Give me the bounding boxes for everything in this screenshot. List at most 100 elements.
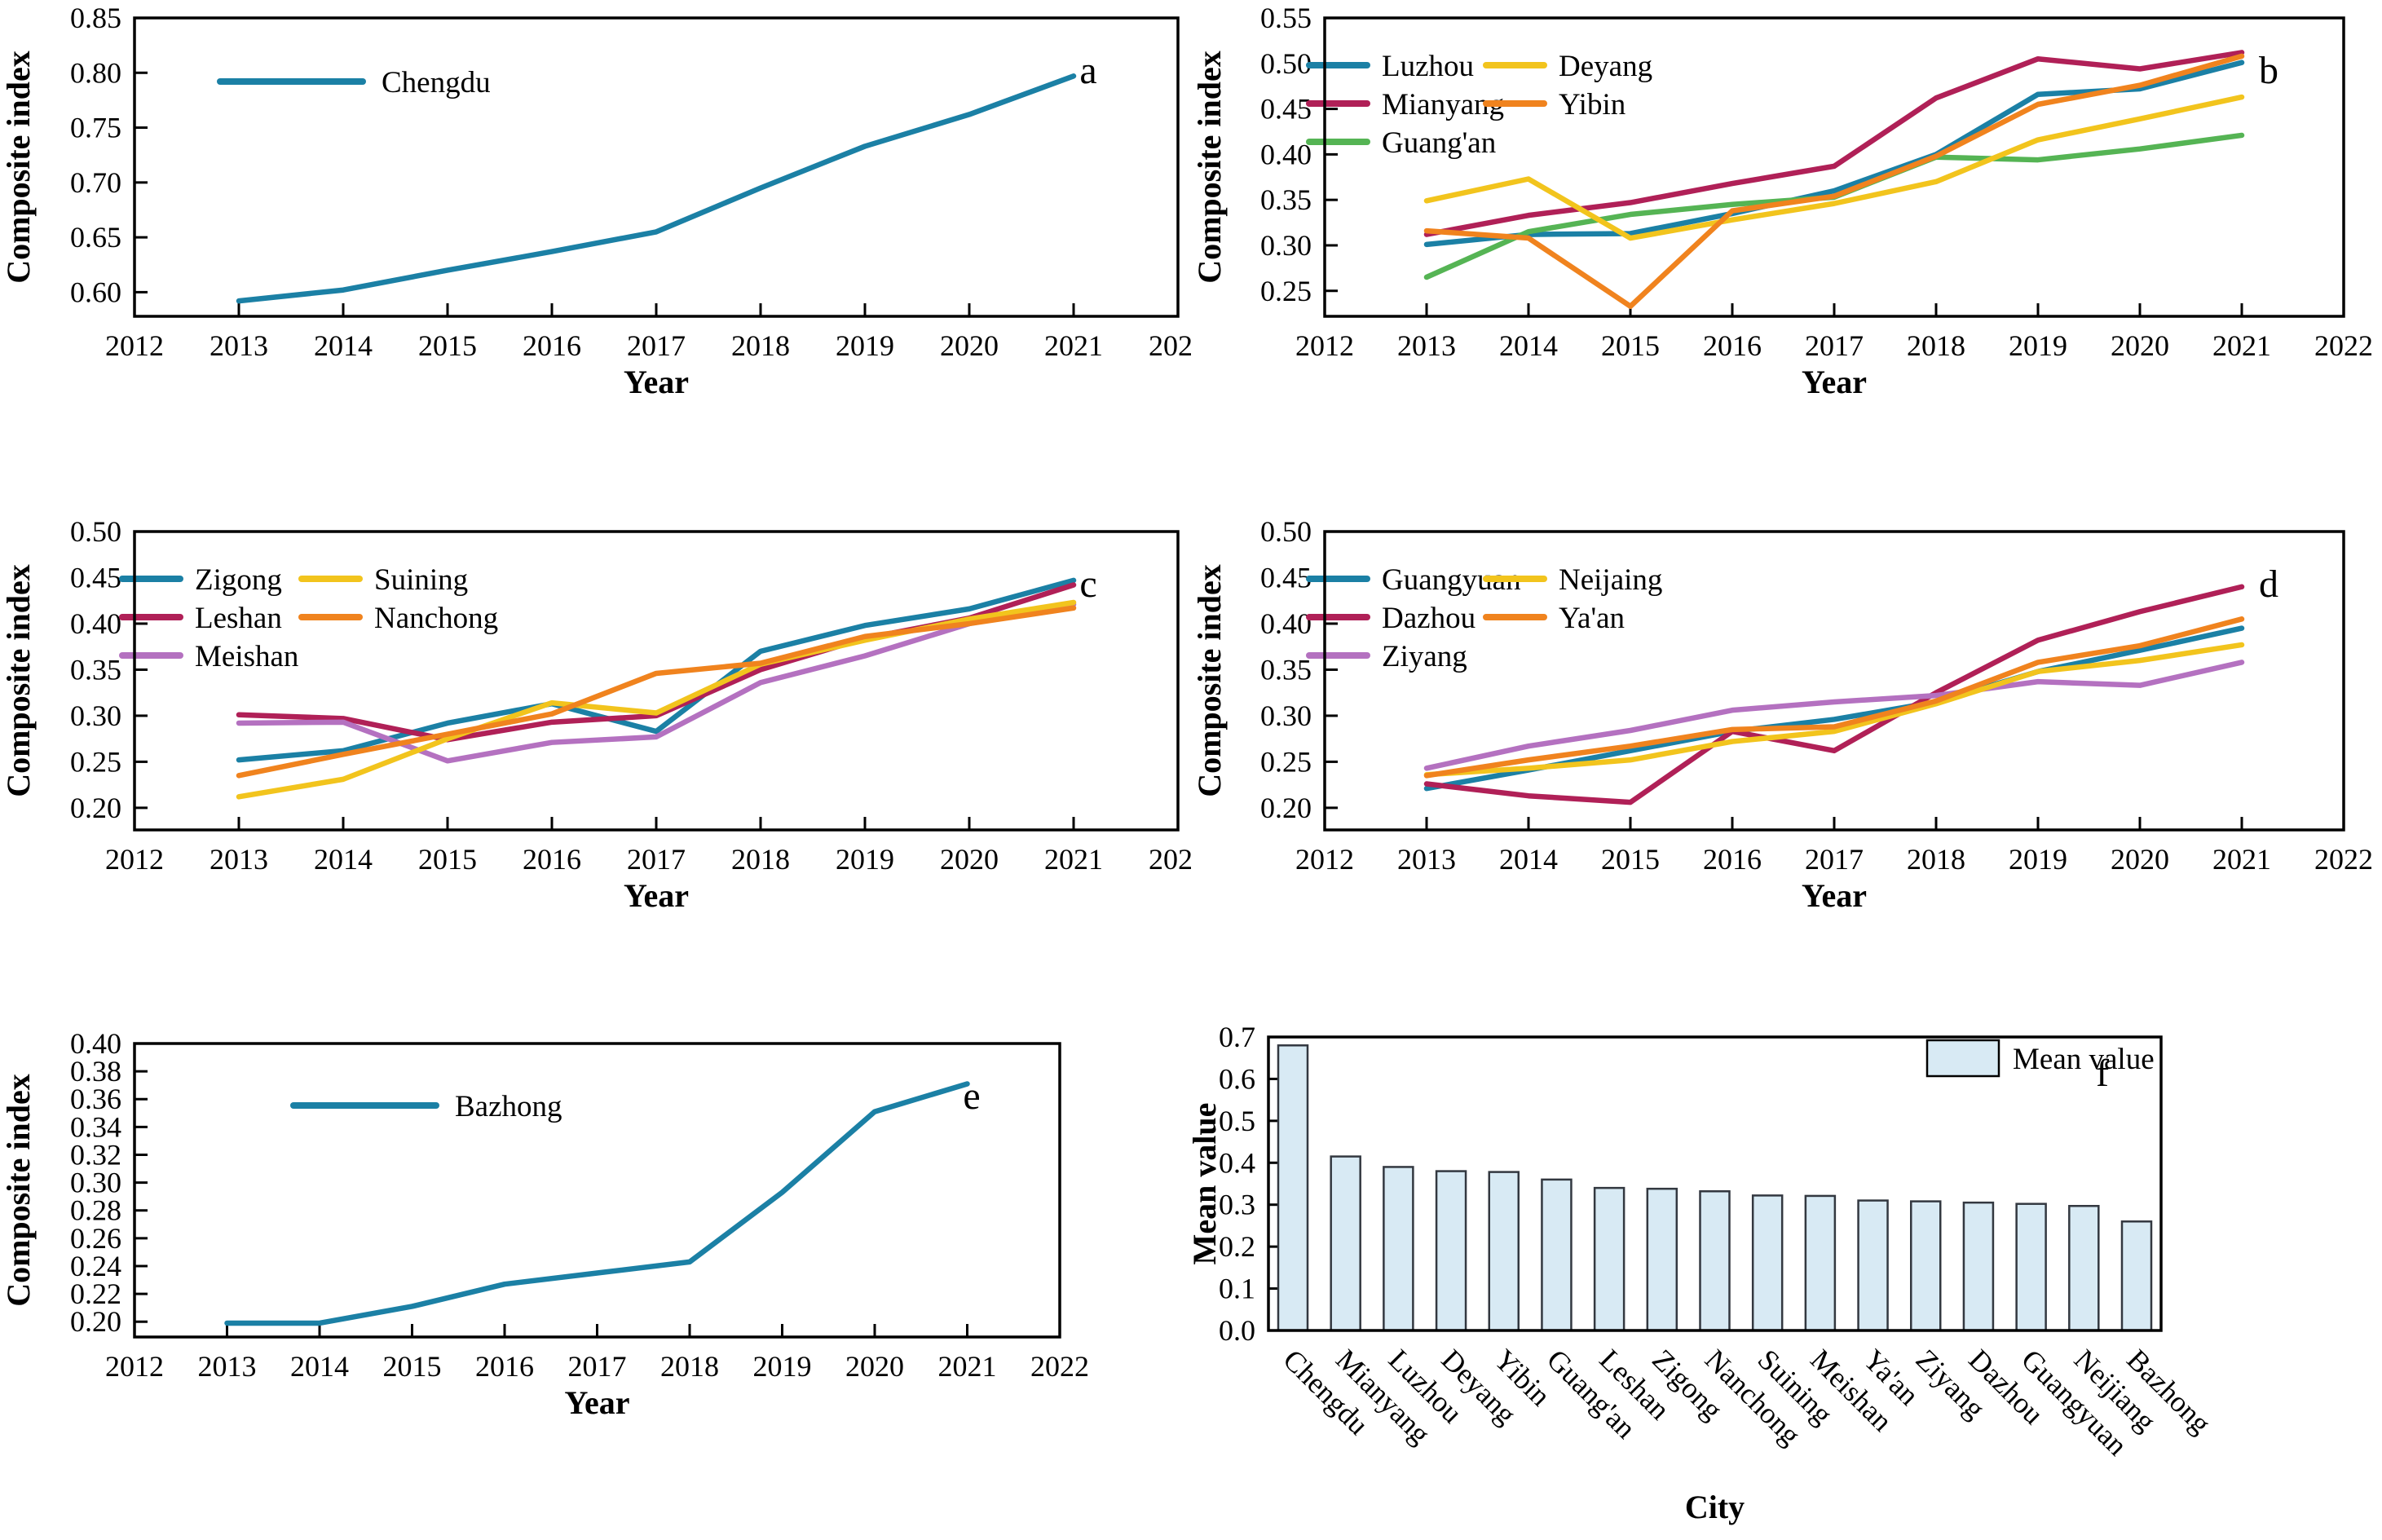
bar-Bazhong xyxy=(2120,1220,2153,1332)
series-line-Deyang xyxy=(1423,94,2245,241)
x-tick-label: 2020 xyxy=(2111,329,2169,362)
panel-c-five-city-line-chart: 0.20 0.25 0.30 0.35 0.40 0.45 0.50 2012 2013 2014… xyxy=(0,515,1191,914)
bar-Zigong xyxy=(1646,1187,1678,1332)
x-tick-label: 2013 xyxy=(1397,843,1456,876)
y-tick-label: 0.30 xyxy=(1260,229,1312,262)
x-tick-label: 2019 xyxy=(836,843,894,876)
bar-Meishan xyxy=(1804,1194,1837,1332)
bar-Guang'an xyxy=(1541,1178,1573,1332)
legend-label: Suining xyxy=(374,563,468,597)
panel-letter: f xyxy=(2096,1052,2109,1095)
x-tick-label: 2014 xyxy=(1499,843,1558,876)
x-tick-label: 2018 xyxy=(731,329,790,362)
bar-Nanchong xyxy=(1699,1190,1731,1332)
x-tick-label: 2018 xyxy=(1907,843,1965,876)
x-tick-label: 2017 xyxy=(627,843,686,876)
bar-Deyang xyxy=(1435,1170,1467,1332)
legend-label: Meishan xyxy=(195,640,298,673)
y-tick-label: 0.45 xyxy=(70,561,121,593)
y-tick-label: 0.26 xyxy=(70,1222,121,1255)
y-tick-label: 0.85 xyxy=(70,2,121,34)
y-axis-label: Mean value xyxy=(1191,1103,1223,1265)
y-tick-label: 0.24 xyxy=(70,1250,121,1282)
y-tick-label: 0.50 xyxy=(1260,515,1312,548)
x-tick-label: 2022 xyxy=(1149,843,1191,876)
x-tick-label: 2021 xyxy=(1044,329,1103,362)
legend-label: Nanchong xyxy=(374,602,498,635)
plot-box xyxy=(133,16,1180,318)
plot-box xyxy=(1267,1035,2163,1332)
y-tick-label: 0.38 xyxy=(70,1055,121,1088)
bar-Guangyuan xyxy=(2015,1202,2047,1332)
x-tick-label: 2020 xyxy=(2111,843,2169,876)
x-axis-label: Year xyxy=(1802,877,1867,914)
x-tick-label: 2020 xyxy=(940,329,999,362)
y-tick-label: 0.35 xyxy=(1260,653,1312,686)
legend-label: Bazhong xyxy=(455,1090,562,1123)
y-tick-label: 0.6 xyxy=(1219,1062,1255,1095)
x-tick-label: 2022 xyxy=(2314,329,2373,362)
y-tick-label: 0.45 xyxy=(1260,93,1312,126)
x-tick-label: 2013 xyxy=(210,843,268,876)
y-axis-label: Composite index xyxy=(1191,564,1228,797)
y-tick-label: 0.25 xyxy=(1260,745,1312,778)
y-tick-label: 0.25 xyxy=(1260,275,1312,307)
y-tick-label: 0.40 xyxy=(1260,607,1312,640)
y-tick-label: 0.40 xyxy=(70,607,121,640)
y-tick-label: 0.45 xyxy=(1260,561,1312,593)
y-tick-label: 0.36 xyxy=(70,1083,121,1115)
bar-Ziyang xyxy=(1910,1200,1942,1332)
series-line-Ziyang xyxy=(1423,660,2245,771)
y-tick-label: 0.4 xyxy=(1219,1146,1255,1179)
series-line-Guang'an xyxy=(1423,132,2245,280)
x-tick-label: 2019 xyxy=(2009,843,2067,876)
series-line-Ya'an xyxy=(1423,616,2245,779)
x-tick-label: 2012 xyxy=(105,1350,164,1383)
panel-letter: a xyxy=(1079,49,1096,92)
x-tick-label: 2017 xyxy=(627,329,686,362)
x-tick-label: 2013 xyxy=(210,329,268,362)
x-tick-label: 2017 xyxy=(1805,329,1864,362)
y-axis-label: Composite index xyxy=(0,1074,37,1307)
x-tick-label: 2012 xyxy=(1295,329,1354,362)
y-tick-label: 0.35 xyxy=(1260,183,1312,216)
series-line-Dazhou xyxy=(1423,584,2245,805)
x-tick-label: 2020 xyxy=(845,1350,904,1383)
y-tick-label: 0.30 xyxy=(70,699,121,732)
y-tick-label: 0.0 xyxy=(1219,1314,1255,1347)
y-tick-label: 0.20 xyxy=(70,1305,121,1338)
y-tick-label: 0.2 xyxy=(1219,1230,1255,1263)
x-axis-label: Year xyxy=(624,877,689,914)
panel-letter: d xyxy=(2259,563,2278,606)
legend-label: Deyang xyxy=(1559,50,1652,83)
x-tick-label: 2016 xyxy=(523,843,581,876)
y-tick-label: 0.28 xyxy=(70,1194,121,1227)
legend-label: Ziyang xyxy=(1382,640,1467,673)
legend-label: Yibin xyxy=(1559,88,1625,121)
x-tick-label: 2020 xyxy=(940,843,999,876)
x-tick-label: 2015 xyxy=(383,1350,442,1383)
y-tick-label: 0.40 xyxy=(1260,138,1312,170)
y-tick-label: 0.30 xyxy=(70,1167,121,1199)
y-tick-label: 0.22 xyxy=(70,1277,121,1310)
bar-Suining xyxy=(1751,1194,1784,1332)
legend-label: Neijaing xyxy=(1559,563,1662,597)
series-line-Leshan xyxy=(236,582,1077,743)
x-axis-label: City xyxy=(1685,1489,1745,1525)
y-tick-label: 0.75 xyxy=(70,112,121,144)
y-axis-label: Composite index xyxy=(0,564,37,797)
plot-box xyxy=(133,1042,1061,1339)
x-axis-label: Year xyxy=(624,364,689,400)
panel-letter: c xyxy=(1079,563,1096,606)
x-tick-label: 2014 xyxy=(1499,329,1558,362)
series-line-Yibin xyxy=(1423,53,2245,309)
x-tick-label: 2022 xyxy=(1149,329,1191,362)
y-axis-label: Composite index xyxy=(1191,51,1228,284)
x-tick-label: 2021 xyxy=(2212,329,2271,362)
panel-letter: b xyxy=(2259,49,2278,92)
series-line-Zigong xyxy=(236,577,1077,763)
panel-letter: e xyxy=(963,1074,980,1118)
series-line-Mianyang xyxy=(1423,50,2245,237)
y-tick-label: 0.5 xyxy=(1219,1105,1255,1137)
plot-box xyxy=(1323,530,2345,832)
